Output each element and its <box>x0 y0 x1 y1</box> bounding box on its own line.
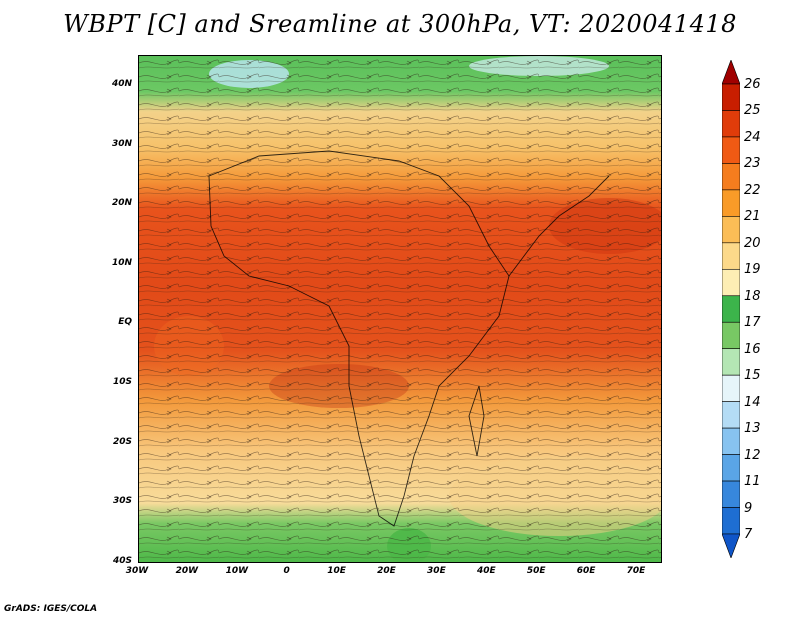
lat-tick-label: 20S <box>112 436 132 447</box>
lon-tick-label: 60E <box>576 566 596 576</box>
lon-tick-label: 30W <box>125 566 149 576</box>
colorbar-tick-label: 25 <box>744 103 761 119</box>
colorbar-swatch <box>722 136 740 164</box>
colorbar-tick-label: 24 <box>744 129 761 145</box>
lon-tick-label: 20E <box>377 566 396 576</box>
credit-footer: GrADS: IGES/COLA <box>4 604 98 614</box>
colorbar-tick-label: 15 <box>744 368 761 384</box>
colorbar-tick-label: 17 <box>744 315 761 331</box>
colorbar-tick-label: 12 <box>744 447 761 463</box>
colorbar-swatch <box>722 268 740 297</box>
colorbar-tick-label: 23 <box>744 156 761 172</box>
colorbar-top-arrow <box>722 60 740 85</box>
colorbar-tick-label: 14 <box>744 394 761 410</box>
colorbar-swatch <box>722 110 740 138</box>
colorbar-tick-label: 13 <box>744 421 761 437</box>
colorbar-tick-label: 9 <box>744 500 753 516</box>
lon-tick-label: 0 <box>283 566 290 576</box>
lon-tick-label: 20W <box>175 566 199 576</box>
colorbar-tick-label: 26 <box>744 77 761 92</box>
map-field <box>139 56 661 562</box>
lat-tick-label: 40N <box>111 79 132 89</box>
colorbar-tick-label: 20 <box>744 235 761 251</box>
lon-tick-label: 30E <box>427 566 446 576</box>
colorbar-swatch <box>722 321 740 350</box>
lon-tick-label: 70E <box>626 566 646 576</box>
lat-tick-label: 20N <box>111 198 132 209</box>
lon-tick-label: 50E <box>526 566 546 576</box>
colorbar-tick-label: 21 <box>744 209 761 225</box>
lon-tick-label: 10W <box>225 566 249 576</box>
lon-tick-label: 10E <box>327 566 346 576</box>
colorbar-swatch <box>722 163 740 191</box>
colorbar-swatch <box>722 427 740 455</box>
lat-tick-label: 30N <box>111 138 132 149</box>
colorbar-tick-label: 16 <box>744 341 761 357</box>
colorbar-tick-label: 7 <box>744 527 753 542</box>
colorbar-tick-label: 19 <box>744 262 761 278</box>
lat-tick-label: 10S <box>112 377 132 387</box>
colorbar-bottom-arrow <box>722 533 740 558</box>
colorbar-swatch <box>722 216 740 244</box>
colorbar-swatch <box>722 507 740 535</box>
colorbar <box>722 60 740 558</box>
chart-title: WBPT [C] and Sreamline at 300hPa, VT: 20… <box>63 10 737 38</box>
colorbar-swatch <box>722 374 740 402</box>
lat-tick-label: 40S <box>112 555 132 566</box>
colorbar-swatch <box>722 480 740 508</box>
colorbar-swatch <box>722 295 740 323</box>
colorbar-swatch <box>722 242 740 270</box>
lat-tick-label: EQ <box>118 317 132 328</box>
colorbar-swatch <box>722 348 740 376</box>
colorbar-swatch <box>722 83 740 111</box>
colorbar-tick-label: 18 <box>744 288 761 304</box>
colorbar-swatch <box>722 454 740 482</box>
colorbar-swatch <box>722 401 740 429</box>
lat-tick-label: 30S <box>112 496 132 507</box>
colorbar-tick-label: 22 <box>744 182 761 198</box>
colorbar-tick-label: 11 <box>744 474 761 490</box>
map-panel <box>138 55 662 563</box>
lat-tick-label: 10N <box>111 257 132 268</box>
lon-tick-label: 40E <box>476 566 496 576</box>
colorbar-swatch <box>722 189 740 217</box>
